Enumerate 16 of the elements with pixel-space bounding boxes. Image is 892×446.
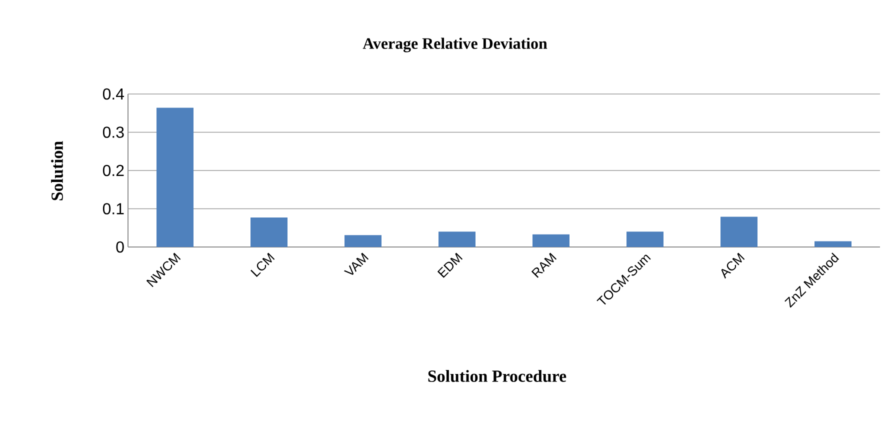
y-axis-title: Solution xyxy=(51,141,63,200)
bar xyxy=(720,216,758,247)
bar xyxy=(250,218,288,247)
bar xyxy=(344,235,382,247)
bar xyxy=(532,234,570,247)
x-axis-title: Solution Procedure xyxy=(428,370,566,382)
bar xyxy=(156,108,194,247)
chart-title: Average Relative Deviation xyxy=(362,38,548,52)
bar xyxy=(438,232,476,247)
y-tick-label: 0.3 xyxy=(102,126,124,138)
y-tick-label: 0 xyxy=(116,241,124,253)
y-tick-label: 0.1 xyxy=(102,203,124,214)
bar xyxy=(626,232,664,247)
y-tick-label: 0.4 xyxy=(102,88,124,100)
y-tick-label: 0.2 xyxy=(102,164,124,176)
bar xyxy=(814,241,852,247)
